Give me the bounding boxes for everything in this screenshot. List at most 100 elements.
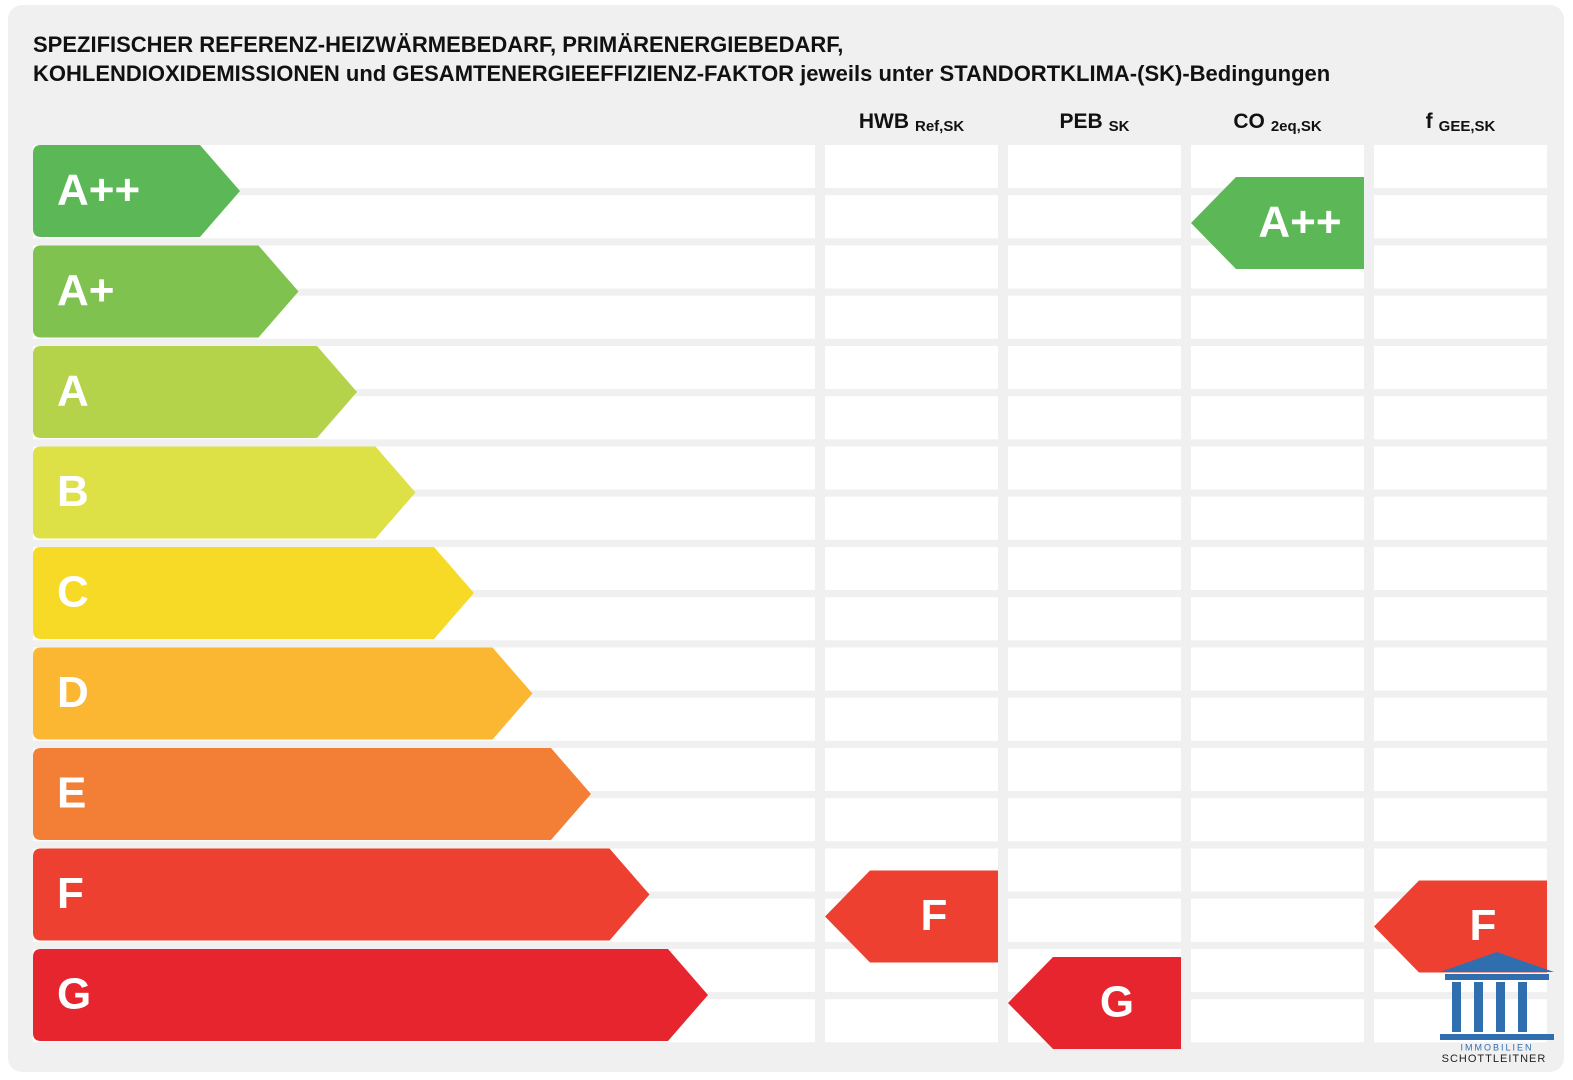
logo: IMMOBILIEN SCHOTTLEITNER xyxy=(1440,952,1554,1065)
stripe xyxy=(1191,798,1364,842)
logo-pillar xyxy=(1496,982,1505,1032)
column-name: PEB xyxy=(1059,110,1102,133)
column-header: CO 2eq,SK xyxy=(1233,110,1322,135)
stripe xyxy=(1191,949,1364,992)
stripe xyxy=(825,396,998,440)
stripe xyxy=(1374,798,1547,842)
class-label: A+ xyxy=(57,266,114,315)
stripe xyxy=(1374,145,1547,188)
stripe xyxy=(1191,748,1364,791)
stripe xyxy=(1008,396,1181,440)
stripe xyxy=(1008,446,1181,490)
stripe xyxy=(1008,145,1181,188)
stripe xyxy=(1008,245,1181,289)
stripe xyxy=(1191,547,1364,590)
title-line: SPEZIFISCHER REFERENZ-HEIZWÄRMEBEDARF, P… xyxy=(33,32,843,57)
rating-marker xyxy=(825,870,998,963)
stripe xyxy=(1374,245,1547,289)
class-label: B xyxy=(57,467,89,516)
class-label: G xyxy=(57,970,91,1019)
rating-label: F xyxy=(921,891,948,940)
rating-marker xyxy=(1374,880,1547,973)
stripe xyxy=(1374,597,1547,641)
stripe xyxy=(1191,848,1364,892)
logo-text: IMMOBILIEN xyxy=(1460,1042,1533,1052)
logo-base xyxy=(1440,1034,1554,1040)
stripe xyxy=(1008,848,1181,892)
stripe xyxy=(1008,798,1181,842)
class-arrow xyxy=(33,145,240,237)
stripe xyxy=(1374,748,1547,791)
logo-pillar xyxy=(1474,982,1483,1032)
title-line: KOHLENDIOXIDEMISSIONEN und GESAMTENERGIE… xyxy=(33,61,1330,86)
stripe xyxy=(1374,496,1547,540)
stripe xyxy=(1191,697,1364,741)
stripe xyxy=(1374,396,1547,440)
logo-pillar xyxy=(1452,982,1461,1032)
stripe xyxy=(1008,496,1181,540)
column-subscript: GEE,SK xyxy=(1439,118,1496,135)
stripe xyxy=(1008,195,1181,239)
stripe xyxy=(1374,346,1547,389)
stripe xyxy=(1191,346,1364,389)
stripe xyxy=(1191,999,1364,1043)
stripe xyxy=(825,195,998,239)
class-label: A++ xyxy=(57,166,140,215)
class-arrow xyxy=(33,547,474,639)
stripe xyxy=(1191,295,1364,339)
stripe xyxy=(1374,195,1547,239)
class-label: E xyxy=(57,769,86,818)
column-subscript: SK xyxy=(1109,118,1130,135)
column-subscript: 2eq,SK xyxy=(1271,118,1322,135)
stripe xyxy=(1191,396,1364,440)
logo-beam xyxy=(1445,974,1549,980)
stripe xyxy=(1191,898,1364,942)
class-arrow xyxy=(33,848,650,941)
stripe xyxy=(825,547,998,590)
rating-label: F xyxy=(1470,901,1497,950)
stripe xyxy=(1008,346,1181,389)
stripe xyxy=(1374,547,1547,590)
stripe xyxy=(825,798,998,842)
class-label: D xyxy=(57,668,89,717)
rating-label: A++ xyxy=(1258,198,1341,247)
class-arrow xyxy=(33,446,416,539)
stripe xyxy=(825,295,998,339)
stripe xyxy=(825,245,998,289)
stripe xyxy=(825,496,998,540)
logo-text: SCHOTTLEITNER xyxy=(1442,1053,1547,1065)
stripe xyxy=(825,346,998,389)
column-header: PEB SK xyxy=(1059,110,1129,135)
column-header: f GEE,SK xyxy=(1426,110,1496,135)
stripe xyxy=(1191,446,1364,490)
column-name: CO xyxy=(1233,110,1265,133)
class-label: F xyxy=(57,869,84,918)
stripe xyxy=(1008,295,1181,339)
stripe xyxy=(825,446,998,490)
stripe xyxy=(825,145,998,188)
class-label: A xyxy=(57,367,89,416)
stripe xyxy=(825,999,998,1043)
class-arrow xyxy=(33,949,708,1041)
column-subscript: Ref,SK xyxy=(915,118,964,135)
stripe xyxy=(1008,697,1181,741)
stripe xyxy=(1374,697,1547,741)
rating-label: G xyxy=(1100,978,1134,1027)
rating-marker xyxy=(1008,957,1181,1049)
rating-marker xyxy=(1191,177,1364,269)
stripe xyxy=(1374,446,1547,490)
stripe xyxy=(1374,295,1547,339)
stripe xyxy=(1008,597,1181,641)
stripe xyxy=(1191,496,1364,540)
logo-roof xyxy=(1440,952,1554,972)
column-name: HWB xyxy=(859,110,909,133)
stripe xyxy=(1191,647,1364,691)
stripe xyxy=(825,748,998,791)
stripe xyxy=(1374,647,1547,691)
column-name: f xyxy=(1426,110,1434,133)
column-header: HWB Ref,SK xyxy=(859,110,964,135)
stripe xyxy=(1008,898,1181,942)
stripe xyxy=(825,647,998,691)
class-arrow xyxy=(33,748,591,840)
